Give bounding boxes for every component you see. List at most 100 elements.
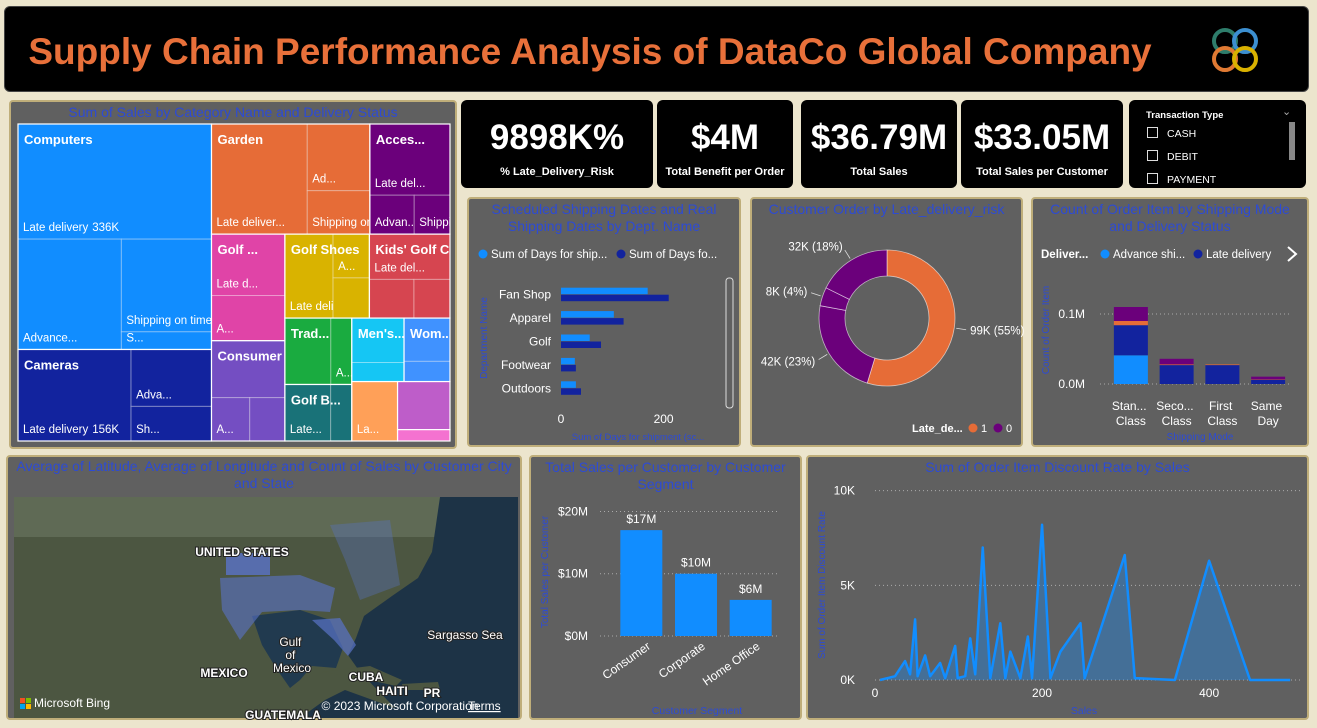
tile-label: Late del...	[374, 262, 425, 274]
tile-name: La...	[357, 424, 379, 436]
map-ocean	[300, 497, 518, 718]
slicer-option[interactable]: DEBIT	[1147, 150, 1198, 163]
map-cuba	[322, 666, 402, 686]
map	[14, 497, 518, 718]
y-tick-label: Fan Shop	[499, 288, 551, 302]
treemap-tile	[413, 278, 451, 319]
tile-name: A...	[336, 367, 353, 379]
checkbox[interactable]	[1147, 150, 1158, 161]
y-tick-label: Golf	[529, 335, 552, 349]
tile-label: Sh...	[136, 424, 160, 436]
tile-name: Late delivery	[23, 222, 88, 234]
x-tick-label: Consumer	[600, 639, 653, 682]
y-tick-label: 0.0M	[1058, 377, 1085, 391]
slicer-option[interactable]: PAYMENT	[1147, 173, 1216, 186]
bar	[561, 334, 590, 341]
legend-marker	[478, 249, 488, 259]
data-label: 8K (4%)	[766, 286, 808, 298]
slicer-option[interactable]: CASH	[1147, 127, 1196, 140]
kpi-value: $36.79M	[810, 118, 948, 157]
legend-title: Deliver...	[1041, 249, 1088, 261]
bar-segment	[1159, 364, 1194, 366]
bar	[561, 311, 614, 318]
tile-label: Advan...	[375, 217, 417, 229]
treemap-tile	[306, 123, 371, 192]
tile-name: Advance...	[23, 332, 77, 344]
checkbox[interactable]	[1147, 173, 1158, 184]
header: Supply Chain Performance Analysis of Dat…	[4, 6, 1309, 92]
map-terms[interactable]: Terms	[468, 699, 501, 713]
treemap-tile	[403, 360, 451, 383]
legend-marker	[616, 249, 626, 259]
x-tick-label: Corporate	[656, 639, 708, 681]
treemap-tile	[17, 123, 213, 240]
legend-label: Sum of Days for ship...	[491, 249, 607, 261]
scrollbar[interactable]	[1289, 122, 1295, 160]
tile-label: Late delivery 336K	[23, 222, 119, 234]
label-line: Mexico	[273, 661, 311, 675]
tile-label: Shipping on ti...	[312, 217, 391, 229]
kpi-label: Total Benefit per Order	[665, 166, 785, 178]
bar-segment	[1113, 355, 1148, 384]
x-tick-label: Home Office	[700, 639, 763, 689]
option-label: CASH	[1167, 128, 1197, 140]
tile-value: 336K	[92, 222, 119, 234]
tile-label: S...	[126, 332, 143, 344]
bar	[675, 573, 717, 636]
map-region	[330, 520, 400, 600]
legend-marker	[1193, 249, 1203, 259]
legend-arrow[interactable]	[1287, 246, 1298, 262]
label-line: Day	[1257, 414, 1278, 428]
y-axis-title: Department Name	[479, 297, 490, 379]
data-label: $17M	[626, 512, 656, 526]
checkbox[interactable]	[1147, 127, 1158, 138]
map-attribution: © 2023 Microsoft Corporation	[322, 699, 479, 713]
y-tick-label: $20M	[558, 504, 588, 518]
bar	[561, 287, 648, 295]
x-tick-label: 200	[654, 412, 674, 426]
map-region	[312, 618, 356, 656]
category-label: Golf B...	[291, 392, 341, 407]
tile-name: Sh...	[136, 424, 160, 436]
stacked-panel	[1031, 197, 1309, 447]
bing-logo	[20, 704, 25, 709]
label-line: Seco...	[1156, 399, 1197, 413]
tile-label: Late...	[290, 424, 322, 436]
label-line: of	[285, 648, 298, 662]
map-label: Gulf of Mexico	[273, 635, 311, 675]
bar-segment	[1205, 365, 1240, 384]
option-label: DEBIT	[1167, 151, 1198, 163]
data-label: $6M	[739, 582, 762, 596]
bar-segment	[1159, 358, 1194, 365]
y-axis-title: Sum of Order Item Discount Rate	[817, 511, 828, 659]
leader-line	[818, 354, 828, 360]
x-tick-label: First Class	[1207, 399, 1237, 428]
leader-line	[956, 327, 967, 331]
leader-line	[844, 249, 851, 259]
y-axis-title: Total Sales per Customer	[540, 515, 551, 628]
category-border	[396, 429, 451, 442]
tile-name: Late del...	[375, 178, 426, 190]
y-tick-label: 10K	[834, 484, 855, 498]
legend-title: Late_de...	[912, 423, 963, 435]
treemap-tile	[211, 123, 308, 235]
tile-name: A...	[338, 261, 355, 273]
category-label: Kids' Golf Clubs	[375, 242, 476, 257]
area	[880, 524, 1291, 680]
map-hispaniola	[402, 682, 440, 690]
tile-name: Late del...	[374, 262, 425, 274]
x-tick-label: 200	[1032, 686, 1052, 700]
kpi-label: Total Sales	[850, 166, 908, 178]
bar	[561, 294, 669, 302]
slicer[interactable]: Transaction Type ⌄ CASH DEBIT PAYMENT	[1129, 100, 1306, 188]
chevron[interactable]: ⌄	[1282, 106, 1292, 118]
donut-slice	[825, 249, 888, 300]
dashboard-title: Supply Chain Performance Analysis of Dat…	[28, 31, 1152, 72]
y-tick-label: Outdoors	[502, 381, 551, 395]
map-region	[220, 575, 335, 640]
label-line: Same	[1251, 399, 1286, 413]
tile-label: La...	[357, 424, 379, 436]
kpi-value: $33.05M	[973, 118, 1111, 157]
legend-label: 1	[981, 423, 987, 435]
